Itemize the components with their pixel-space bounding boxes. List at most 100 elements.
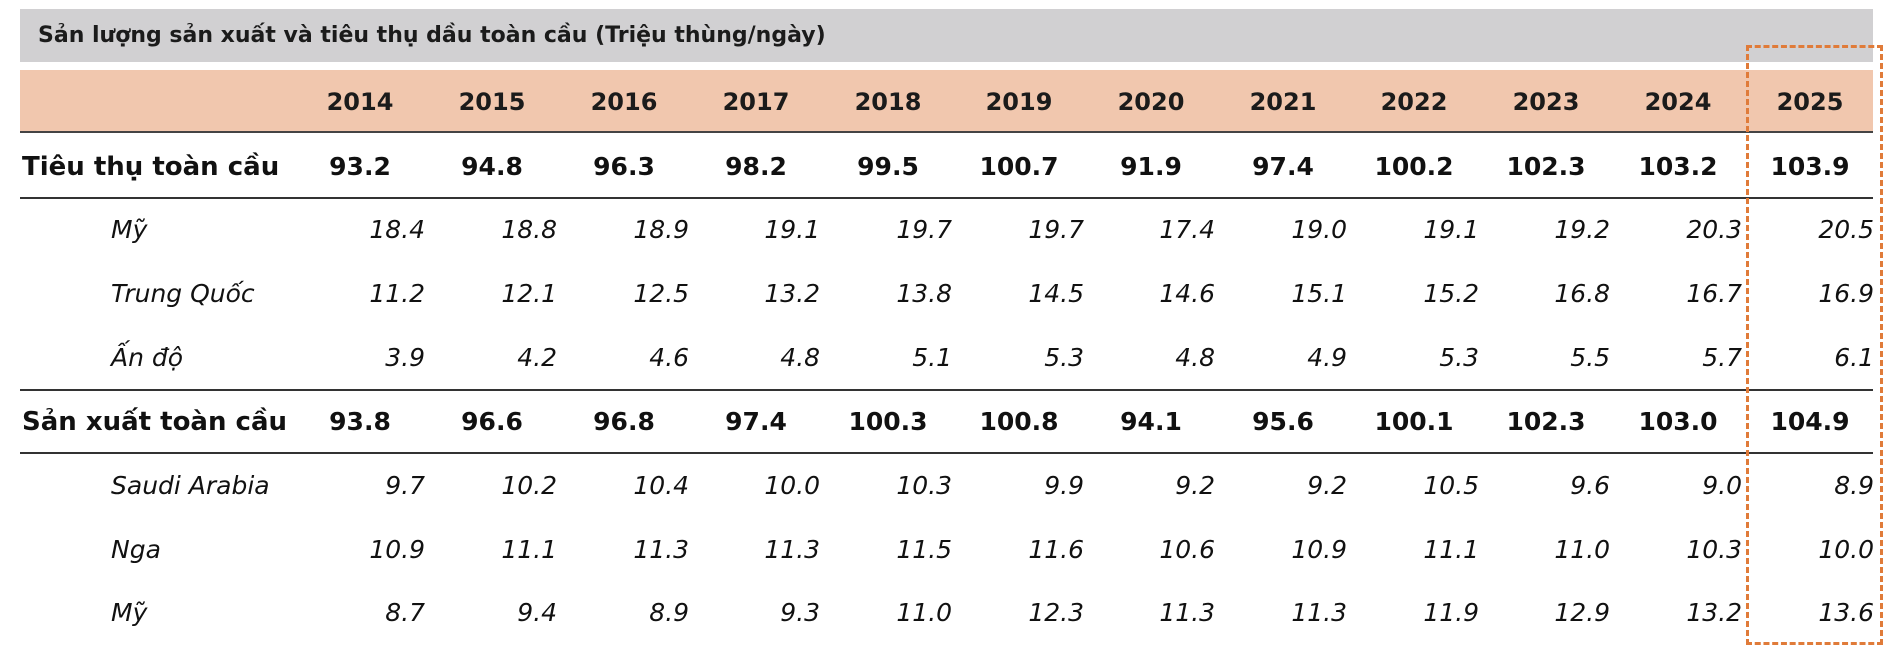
table-cell: 11.1 — [1423, 535, 1479, 564]
table-cell: 16.9 — [1818, 279, 1874, 308]
column-header-2022: 2022 — [1380, 88, 1448, 116]
table-cell: 8.7 — [385, 598, 425, 627]
table-cell: 96.6 — [461, 407, 523, 436]
table-cell: 19.7 — [896, 215, 952, 244]
table-cell: 12.5 — [633, 279, 689, 308]
table-cell: 5.3 — [1044, 343, 1084, 372]
column-header-2024: 2024 — [1644, 88, 1712, 116]
table-cell: 11.2 — [369, 279, 425, 308]
table-cell: 11.1 — [501, 535, 557, 564]
table-cell: 14.6 — [1159, 279, 1215, 308]
table-cell: 4.8 — [780, 343, 820, 372]
table-cell: 10.4 — [633, 471, 689, 500]
column-header-2014: 2014 — [326, 88, 394, 116]
table-cell: 10.5 — [1423, 471, 1479, 500]
table-cell: 94.8 — [461, 152, 523, 181]
table-title: Sản lượng sản xuất và tiêu thụ dầu toàn … — [20, 9, 1873, 62]
table-cell: 9.9 — [1044, 471, 1084, 500]
table-cell: 100.7 — [979, 152, 1059, 181]
table-cell: 104.9 — [1770, 407, 1850, 436]
table-cell: 97.4 — [725, 407, 787, 436]
table-cell: 20.3 — [1686, 215, 1742, 244]
table-cell: 5.3 — [1439, 343, 1479, 372]
table-rule — [20, 389, 1873, 391]
column-header-2017: 2017 — [722, 88, 790, 116]
table-cell: 10.3 — [1686, 535, 1742, 564]
table-cell: 11.5 — [896, 535, 952, 564]
table-cell: 18.9 — [633, 215, 689, 244]
table-cell: 10.2 — [501, 471, 557, 500]
table-cell: 16.8 — [1554, 279, 1610, 308]
table-cell: 100.1 — [1374, 407, 1454, 436]
table-cell: 19.1 — [1423, 215, 1479, 244]
column-header-2023: 2023 — [1512, 88, 1580, 116]
column-header-2025: 2025 — [1776, 88, 1844, 116]
table-cell: 4.6 — [649, 343, 689, 372]
table-cell: 9.2 — [1175, 471, 1215, 500]
table-cell: 12.3 — [1028, 598, 1084, 627]
table-rule — [20, 197, 1873, 199]
table-cell: 18.8 — [501, 215, 557, 244]
table-cell: 100.2 — [1374, 152, 1454, 181]
table-cell: 4.8 — [1175, 343, 1215, 372]
table-rule — [20, 452, 1873, 454]
table-cell: 11.0 — [1554, 535, 1610, 564]
table-cell: 100.3 — [848, 407, 928, 436]
row-label: Ấn độ — [111, 343, 184, 372]
table-cell: 11.3 — [764, 535, 820, 564]
table-cell: 3.9 — [385, 343, 425, 372]
table-cell: 11.0 — [896, 598, 952, 627]
table-cell: 19.0 — [1291, 215, 1347, 244]
table-cell: 19.2 — [1554, 215, 1610, 244]
table-cell: 100.8 — [979, 407, 1059, 436]
table-cell: 5.1 — [912, 343, 952, 372]
table-cell: 10.9 — [369, 535, 425, 564]
table-cell: 10.9 — [1291, 535, 1347, 564]
table-cell: 11.9 — [1423, 598, 1479, 627]
table-cell: 11.3 — [633, 535, 689, 564]
table-cell: 13.2 — [1686, 598, 1742, 627]
row-label: Trung Quốc — [111, 279, 255, 308]
table-cell: 6.1 — [1834, 343, 1874, 372]
table-cell: 98.2 — [725, 152, 787, 181]
header-row — [20, 70, 1873, 131]
table-cell: 8.9 — [649, 598, 689, 627]
table-cell: 95.6 — [1252, 407, 1314, 436]
table-cell: 12.9 — [1554, 598, 1610, 627]
table-rule — [20, 131, 1873, 133]
column-header-2016: 2016 — [590, 88, 658, 116]
table-cell: 15.1 — [1291, 279, 1347, 308]
table-cell: 5.5 — [1570, 343, 1610, 372]
table-cell: 5.7 — [1702, 343, 1742, 372]
table-cell: 9.0 — [1702, 471, 1742, 500]
table-cell: 94.1 — [1120, 407, 1182, 436]
table-cell: 96.8 — [593, 407, 655, 436]
table-cell: 9.7 — [385, 471, 425, 500]
table-cell: 15.2 — [1423, 279, 1479, 308]
table-cell: 19.1 — [764, 215, 820, 244]
table-cell: 102.3 — [1506, 407, 1586, 436]
table-cell: 103.0 — [1638, 407, 1718, 436]
table-cell: 4.2 — [517, 343, 557, 372]
row-label: Saudi Arabia — [111, 471, 270, 500]
column-header-2018: 2018 — [854, 88, 922, 116]
table-cell: 9.2 — [1307, 471, 1347, 500]
table-cell: 10.0 — [1818, 535, 1874, 564]
table-cell: 103.2 — [1638, 152, 1718, 181]
table-cell: 17.4 — [1159, 215, 1215, 244]
table-cell: 13.2 — [764, 279, 820, 308]
table-cell: 102.3 — [1506, 152, 1586, 181]
table-cell: 97.4 — [1252, 152, 1314, 181]
table-cell: 10.3 — [896, 471, 952, 500]
table-cell: 91.9 — [1120, 152, 1182, 181]
column-header-2021: 2021 — [1249, 88, 1317, 116]
table-cell: 20.5 — [1818, 215, 1874, 244]
table-cell: 16.7 — [1686, 279, 1742, 308]
table-cell: 11.6 — [1028, 535, 1084, 564]
row-label: Nga — [111, 535, 161, 564]
table-cell: 10.6 — [1159, 535, 1215, 564]
table-cell: 14.5 — [1028, 279, 1084, 308]
table-cell: 13.6 — [1818, 598, 1874, 627]
table-cell: 10.0 — [764, 471, 820, 500]
highlight-2025-column — [1746, 45, 1883, 645]
